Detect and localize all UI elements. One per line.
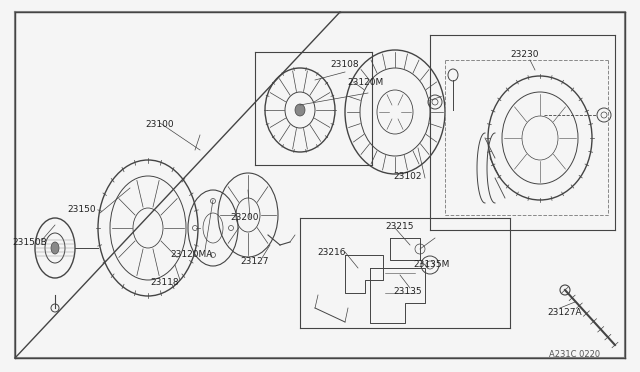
- Text: 23118: 23118: [150, 278, 179, 287]
- Text: 23127A: 23127A: [548, 308, 582, 317]
- Text: 23150: 23150: [68, 205, 96, 214]
- Text: 23120M: 23120M: [347, 78, 383, 87]
- Ellipse shape: [295, 104, 305, 116]
- Text: 23120MA: 23120MA: [171, 250, 213, 259]
- Text: 23216: 23216: [317, 248, 346, 257]
- Text: 23215: 23215: [386, 222, 414, 231]
- Text: 23102: 23102: [394, 172, 422, 181]
- Text: 23135: 23135: [394, 287, 422, 296]
- Text: 23135M: 23135M: [414, 260, 450, 269]
- Text: 23150B: 23150B: [13, 238, 47, 247]
- Text: 23127: 23127: [241, 257, 269, 266]
- Ellipse shape: [51, 242, 59, 254]
- Text: 23230: 23230: [511, 50, 540, 59]
- Text: 23100: 23100: [146, 120, 174, 129]
- Text: A231C 0220: A231C 0220: [549, 350, 600, 359]
- Text: 23200: 23200: [231, 213, 259, 222]
- Text: 23108: 23108: [331, 60, 359, 69]
